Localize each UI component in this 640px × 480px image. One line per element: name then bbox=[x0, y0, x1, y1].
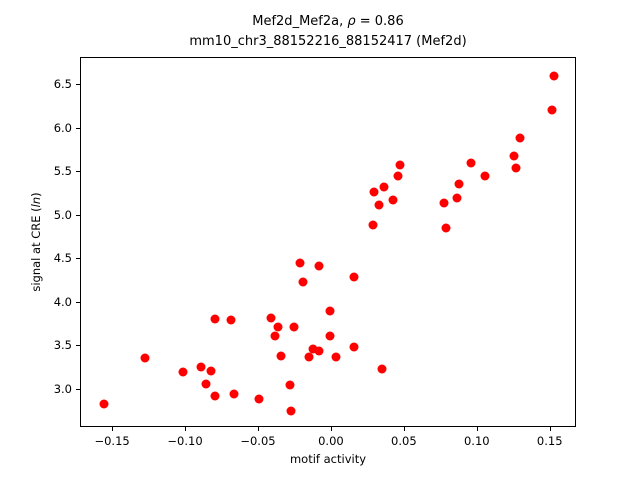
data-point bbox=[285, 380, 295, 390]
data-point bbox=[266, 313, 276, 323]
data-point bbox=[509, 151, 519, 161]
data-point bbox=[377, 364, 387, 374]
data-point bbox=[480, 171, 490, 181]
x-tick-label: 0.00 bbox=[318, 434, 344, 448]
data-point bbox=[229, 389, 239, 399]
x-tick-label: −0.15 bbox=[94, 434, 130, 448]
data-point bbox=[314, 346, 324, 356]
data-point bbox=[549, 71, 559, 81]
data-point bbox=[210, 314, 220, 324]
data-point bbox=[210, 391, 220, 401]
y-axis-label-ln: ln bbox=[29, 196, 43, 208]
x-tick-mark bbox=[549, 427, 551, 431]
data-point bbox=[196, 362, 206, 372]
y-tick-mark bbox=[76, 214, 80, 216]
data-point bbox=[369, 187, 379, 197]
data-point bbox=[466, 158, 475, 168]
data-point bbox=[178, 367, 188, 377]
data-point bbox=[439, 198, 449, 208]
x-tick-label: 0.15 bbox=[536, 434, 563, 448]
y-tick-label: 5.0 bbox=[53, 207, 72, 222]
x-tick-mark bbox=[185, 427, 187, 431]
data-point bbox=[254, 394, 264, 404]
data-point bbox=[206, 366, 216, 376]
data-point bbox=[515, 133, 525, 143]
x-tick-label: −0.05 bbox=[240, 434, 276, 448]
x-axis-label: motif activity bbox=[289, 452, 367, 466]
plot-area bbox=[80, 57, 576, 427]
chart-title: Mef2d_Mef2a, ρ = 0.86 mm10_chr3_88152216… bbox=[189, 12, 466, 52]
data-point bbox=[374, 200, 384, 210]
x-tick-label: −0.10 bbox=[167, 434, 203, 448]
data-point bbox=[289, 322, 299, 332]
y-axis-label-close: ) bbox=[29, 192, 43, 197]
data-point bbox=[273, 322, 283, 332]
data-point bbox=[140, 353, 150, 363]
data-point bbox=[201, 379, 211, 389]
chart-title-line2: mm10_chr3_88152216_88152417 (Mef2d) bbox=[189, 34, 467, 49]
data-point bbox=[270, 331, 280, 341]
y-tick-mark bbox=[76, 345, 80, 347]
x-tick-mark bbox=[330, 427, 332, 431]
y-tick-label: 4.0 bbox=[53, 294, 72, 309]
y-axis-label-text: signal at CRE ( bbox=[29, 207, 43, 292]
data-point bbox=[295, 258, 305, 268]
x-tick-mark bbox=[403, 427, 405, 431]
y-tick-label: 6.5 bbox=[53, 76, 72, 91]
data-point bbox=[547, 105, 557, 115]
data-point bbox=[368, 220, 378, 230]
data-point bbox=[304, 352, 314, 362]
data-point bbox=[395, 160, 405, 170]
data-point bbox=[393, 171, 403, 181]
rho-symbol: ρ bbox=[347, 14, 356, 29]
x-tick-label: 0.05 bbox=[391, 434, 417, 448]
y-tick-label: 3.5 bbox=[53, 338, 72, 353]
x-tick-mark bbox=[112, 427, 114, 431]
data-point bbox=[388, 195, 398, 205]
data-point bbox=[452, 193, 462, 203]
title-gene-pair: Mef2d_Mef2a, bbox=[252, 14, 348, 29]
data-point bbox=[314, 261, 324, 271]
data-point bbox=[441, 223, 451, 233]
y-tick-label: 6.0 bbox=[53, 120, 72, 135]
chart-title-line1: Mef2d_Mef2a, ρ = 0.86 bbox=[189, 12, 466, 32]
data-point bbox=[325, 331, 335, 341]
y-tick-mark bbox=[76, 171, 80, 173]
y-tick-label: 4.5 bbox=[53, 251, 72, 266]
data-point bbox=[308, 344, 318, 354]
y-tick-label: 5.5 bbox=[53, 164, 72, 179]
data-point bbox=[349, 342, 359, 352]
y-tick-mark bbox=[76, 388, 80, 390]
data-point bbox=[454, 179, 464, 189]
x-tick-mark bbox=[476, 427, 478, 431]
y-tick-label: 3.0 bbox=[53, 381, 72, 396]
data-point bbox=[325, 306, 335, 316]
x-tick-mark bbox=[257, 427, 259, 431]
y-tick-mark bbox=[76, 127, 80, 129]
y-tick-mark bbox=[76, 83, 80, 85]
data-point bbox=[226, 315, 236, 325]
y-tick-mark bbox=[76, 258, 80, 260]
data-point bbox=[379, 182, 389, 192]
title-correlation-value: = 0.86 bbox=[355, 14, 404, 29]
data-point bbox=[298, 277, 308, 287]
data-point bbox=[511, 163, 521, 173]
data-point bbox=[276, 351, 286, 361]
y-axis-label: signal at CRE (ln) bbox=[29, 192, 43, 291]
x-tick-label: 0.10 bbox=[463, 434, 490, 448]
data-point bbox=[331, 352, 341, 362]
data-point bbox=[286, 406, 296, 416]
y-tick-mark bbox=[76, 301, 80, 303]
data-point bbox=[99, 399, 109, 409]
data-point bbox=[349, 272, 359, 282]
